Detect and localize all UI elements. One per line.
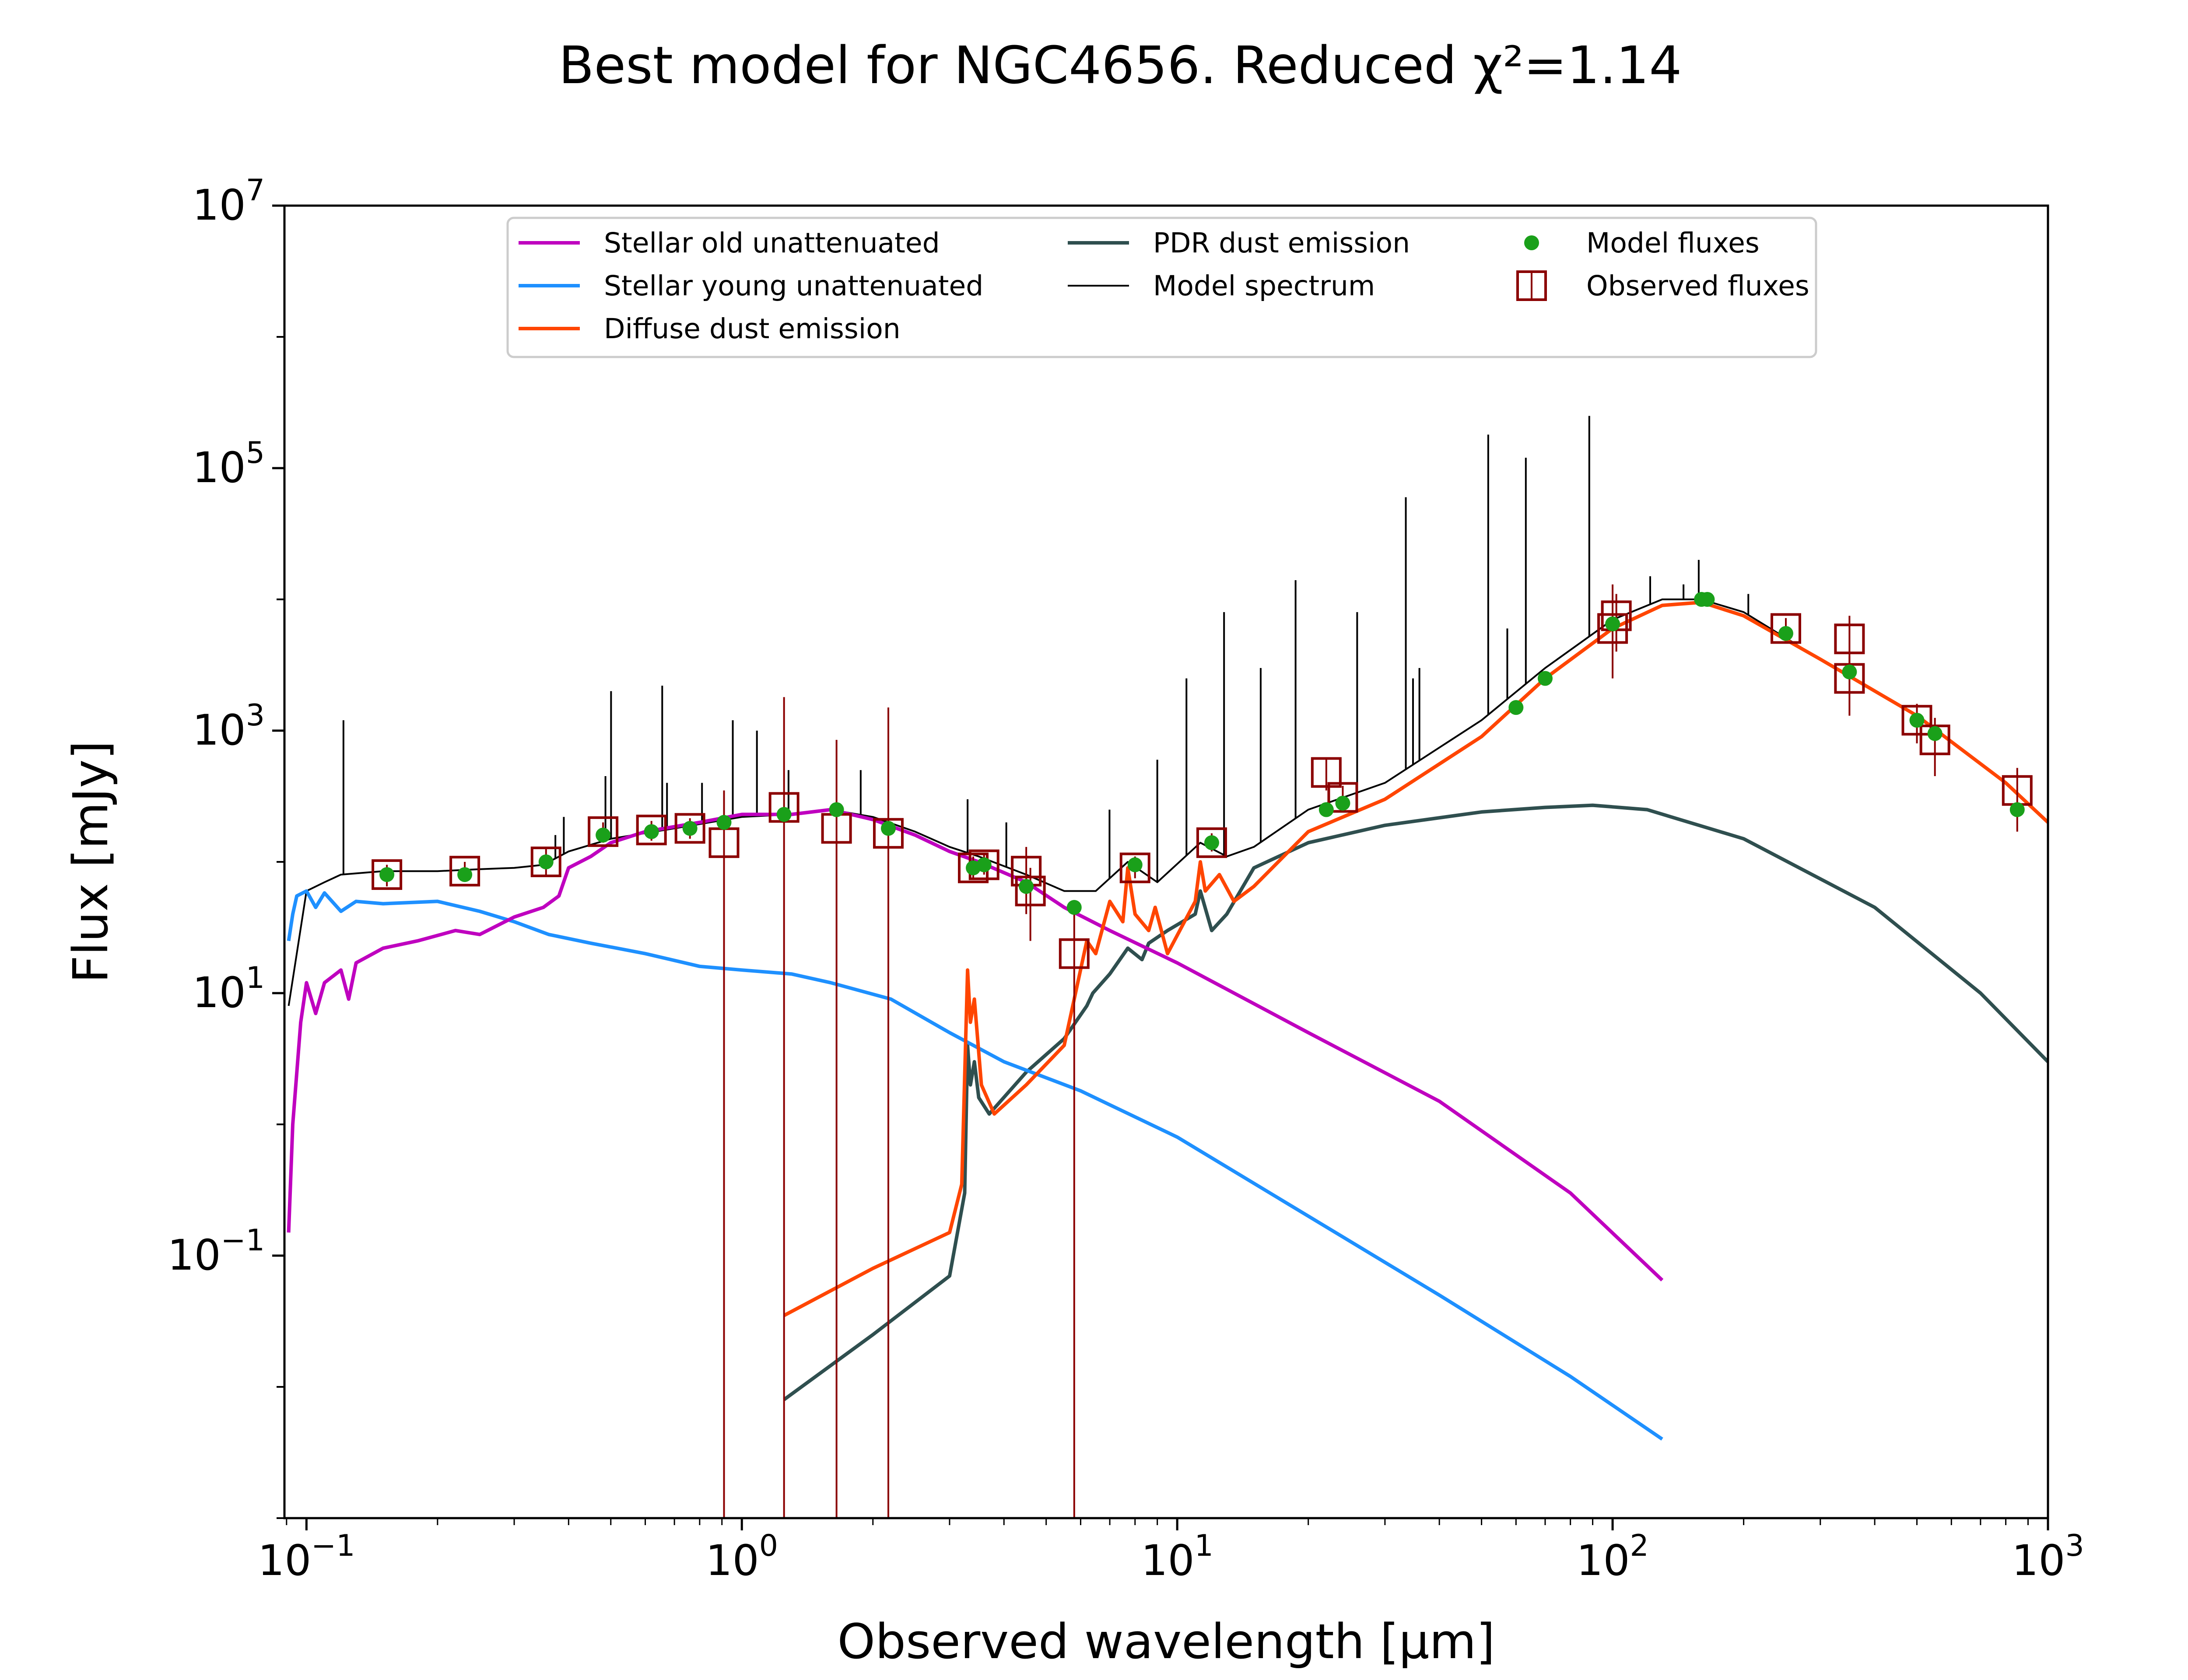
legend-label: Stellar old unattenuated [604, 227, 940, 259]
model-flux-point [1066, 900, 1082, 915]
series-pdr-dust [783, 803, 2048, 1401]
model-flux-point [1318, 802, 1334, 817]
observed-flux-marker [674, 813, 705, 844]
model-flux-point [881, 821, 896, 836]
x-tick-label: 103 [2012, 1529, 2084, 1585]
model-flux-point [379, 867, 395, 882]
observed-flux-marker [1311, 757, 1342, 788]
observed-flux-marker [1119, 852, 1150, 883]
y-tick-label: 103 [193, 698, 265, 755]
model-flux-point [457, 867, 473, 882]
legend-label: PDR dust emission [1153, 227, 1410, 259]
observed-flux-marker [1196, 827, 1227, 858]
observed-flux-marker [1901, 705, 1932, 736]
y-tick-label: 107 [193, 173, 265, 230]
model-flux-point [2009, 802, 2025, 817]
y-axis: 10−1 101 103 105 107 [168, 173, 284, 1519]
legend-label: Diffuse dust emission [604, 313, 901, 345]
observed-flux-marker [449, 856, 480, 887]
model-flux-point [644, 824, 659, 839]
observed-flux-marker [1059, 938, 1090, 969]
x-tick-label: 102 [1576, 1529, 1648, 1585]
model-flux-point [538, 854, 554, 869]
model-flux-point [776, 807, 792, 822]
x-tick-label: 101 [1141, 1529, 1213, 1585]
observed-flux-marker [1919, 724, 1950, 756]
x-axis-label: Observed wavelength [μm] [838, 1614, 1495, 1670]
legend-label: Observed fluxes [1586, 270, 1809, 302]
legend-label: Model fluxes [1586, 227, 1760, 259]
observed-flux-marker [372, 859, 403, 890]
model-flux-point [829, 802, 844, 817]
model-flux-point [596, 827, 611, 843]
plot-area [287, 416, 2048, 1518]
model-flux-point [1537, 671, 1553, 686]
observed-flux-marker [1834, 663, 1865, 694]
observed-flux-marker [873, 818, 904, 849]
model-flux-point [682, 821, 698, 836]
model-flux-point [1508, 700, 1524, 715]
y-tick-label: 101 [193, 961, 265, 1017]
legend-label: Stellar young unattenuated [604, 270, 983, 302]
model-flux-point [1700, 592, 1715, 607]
observed-flux-marker [530, 847, 561, 877]
series-diffuse-dust [783, 600, 2048, 1317]
observed-flux-marker [1834, 623, 1865, 654]
x-axis: 10−1 100 101 102 103 [258, 1518, 2084, 1585]
model-flux-point [1204, 835, 1219, 850]
model-flux-point [716, 815, 732, 830]
model-flux-point [1019, 879, 1034, 894]
model-flux-point [1909, 713, 1925, 728]
model-flux-point [1778, 626, 1794, 641]
legend-label: Model spectrum [1153, 270, 1375, 302]
legend-swatch [1524, 235, 1539, 250]
observed-flux-marker [1015, 875, 1046, 906]
observed-flux-marker [636, 815, 667, 846]
model-flux-point [976, 857, 992, 872]
x-tick-label: 100 [706, 1529, 778, 1585]
legend-frame [506, 217, 1817, 358]
y-tick-label: 105 [193, 436, 265, 492]
y-axis-label: Flux [mJy] [63, 741, 119, 983]
model-flux-point [1842, 664, 1857, 679]
model-flux-point [1335, 795, 1350, 811]
chart-title: Best model for NGC4656. Reduced χ²=1.14 [559, 35, 1682, 95]
observed-flux-marker [1771, 613, 1802, 644]
series-stellar-young [287, 889, 1663, 1441]
observed-flux-marker [588, 816, 619, 847]
model-flux-point [1927, 726, 1943, 741]
legend: Stellar old unattenuated Stellar young un… [506, 217, 1817, 358]
y-tick-label: 10−1 [168, 1223, 265, 1280]
x-tick-label: 10−1 [258, 1529, 355, 1585]
observed-flux-marker [1327, 782, 1358, 813]
model-flux-point [1605, 616, 1620, 632]
model-flux-point [1127, 857, 1143, 872]
